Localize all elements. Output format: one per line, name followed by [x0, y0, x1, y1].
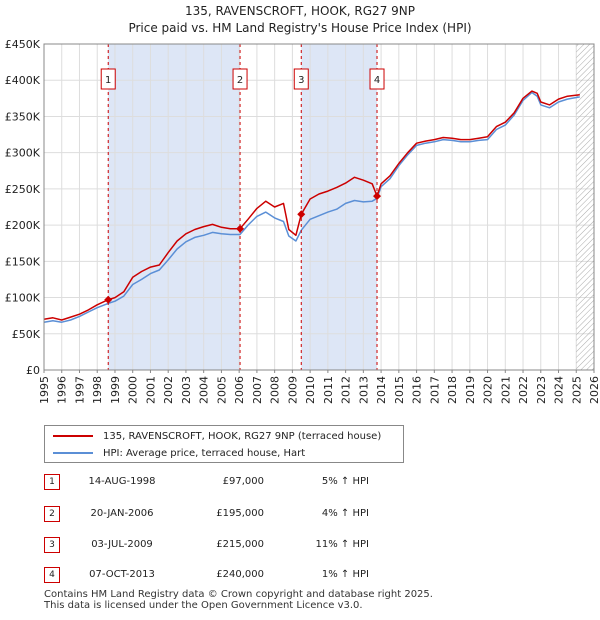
sale-point — [104, 295, 113, 304]
y-tick-label: £0 — [26, 364, 40, 377]
sale-row: 4 07-OCT-2013 £240,000 1% ↑ HPI — [44, 567, 464, 585]
y-tick-label: £150K — [5, 255, 41, 268]
sale-row: 3 03-JUL-2009 £215,000 11% ↑ HPI — [44, 537, 464, 555]
sale-label: 1 — [105, 75, 111, 86]
x-tick-label: 2023 — [535, 376, 548, 404]
sale-hpi-diff: 11% ↑ HPI — [315, 539, 369, 550]
x-tick-label: 2013 — [357, 376, 370, 404]
sale-number-badge: 3 — [44, 537, 60, 553]
footer-notice: Contains HM Land Registry data © Crown c… — [44, 589, 433, 611]
x-tick-label: 2003 — [180, 376, 193, 404]
x-tick-label: 2022 — [517, 376, 530, 404]
price-chart: 1 2 3 4 £0 £50K £100K £150K £200K £250K £300K £350… — [5, 38, 600, 404]
sale-price: £195,000 — [216, 508, 264, 519]
sale-label-box — [100, 68, 116, 90]
x-tick-label: 2007 — [251, 376, 264, 404]
x-tick-label: 2014 — [375, 376, 388, 404]
series-line-property — [43, 90, 580, 321]
y-tick-label: £300K — [5, 147, 41, 160]
sale-point — [373, 192, 382, 201]
x-tick-label: 2010 — [304, 376, 317, 404]
x-tick-label: 2009 — [286, 376, 299, 404]
x-tick-label: 2020 — [482, 376, 495, 404]
legend-item-property: 135, RAVENSCROFT, HOOK, RG27 9NP (terrac… — [45, 428, 381, 444]
sale-hpi-diff: 5% ↑ HPI — [321, 476, 369, 487]
chart-title-line1: 135, RAVENSCROFT, HOOK, RG27 9NP — [184, 4, 415, 18]
sale-hpi-diff: 4% ↑ HPI — [321, 508, 369, 519]
x-tick-label: 2015 — [393, 376, 406, 404]
x-tick-label: 1997 — [73, 376, 86, 404]
sale-label: 2 — [237, 75, 243, 86]
x-tick-label: 2018 — [446, 376, 459, 404]
x-tick-label: 2016 — [411, 376, 424, 404]
footer-copyright: Contains HM Land Registry data © Crown c… — [44, 589, 433, 600]
sale-date: 03-JUL-2009 — [91, 539, 153, 550]
sale-hpi-diff: 1% ↑ HPI — [321, 569, 369, 580]
future-hatch — [576, 44, 594, 370]
plot-frame — [43, 43, 595, 371]
sale-date: 14-AUG-1998 — [88, 476, 156, 487]
x-tick-label: 2026 — [588, 376, 600, 404]
chart-title-line2: Price paid vs. HM Land Registry's House … — [128, 21, 472, 35]
legend-item-hpi: HPI: Average price, terraced house, Hart — [45, 445, 305, 461]
sale-label-box — [232, 68, 248, 90]
x-tick-label: 2002 — [162, 376, 175, 404]
legend-label-property: 135, RAVENSCROFT, HOOK, RG27 9NP (terrac… — [103, 430, 382, 442]
x-tick-label: 1999 — [109, 376, 122, 404]
sale-row: 1 14-AUG-1998 £97,000 5% ↑ HPI — [44, 474, 464, 492]
shaded-period — [108, 44, 241, 370]
x-tick-label: 2006 — [233, 376, 246, 404]
series-line-hpi — [43, 91, 580, 323]
legend-swatch-hpi — [53, 452, 93, 454]
sale-date: 07-OCT-2013 — [89, 569, 155, 580]
legend-label-hpi: HPI: Average price, terraced house, Hart — [103, 447, 306, 459]
x-tick-label: 2012 — [340, 376, 353, 404]
x-tick-label: 2005 — [215, 376, 228, 404]
sale-number-badge: 4 — [44, 567, 60, 583]
x-tick-label: 2017 — [428, 376, 441, 404]
sale-point — [236, 224, 245, 233]
y-tick-label: £450K — [5, 38, 41, 51]
y-tick-label: £250K — [5, 183, 41, 196]
sale-price: £240,000 — [216, 569, 264, 580]
y-tick-label: £50K — [12, 328, 41, 341]
sale-price: £215,000 — [216, 539, 264, 550]
chart-legend: 135, RAVENSCROFT, HOOK, RG27 9NP (terrac… — [44, 425, 404, 463]
sale-number-badge: 1 — [44, 474, 60, 490]
x-tick-label: 2024 — [553, 376, 566, 404]
sale-label-box — [369, 68, 385, 90]
sale-label: 3 — [298, 75, 304, 86]
y-tick-label: £350K — [5, 110, 41, 123]
x-tick-label: 2001 — [144, 376, 157, 404]
sale-date: 20-JAN-2006 — [90, 508, 154, 519]
x-tick-label: 1998 — [91, 376, 104, 404]
y-tick-label: £200K — [5, 219, 41, 232]
x-tick-label: 2025 — [570, 376, 583, 404]
footer-licence: This data is licensed under the Open Gov… — [44, 600, 363, 611]
x-tick-label: 2008 — [269, 376, 282, 404]
y-tick-label: £400K — [5, 74, 41, 87]
sale-price: £97,000 — [222, 476, 264, 487]
x-tick-label: 1995 — [38, 376, 51, 404]
x-tick-label: 2021 — [499, 376, 512, 404]
x-tick-label: 2019 — [464, 376, 477, 404]
sale-row: 2 20-JAN-2006 £195,000 4% ↑ HPI — [44, 506, 464, 524]
x-tick-label: 2000 — [127, 376, 140, 404]
sale-label-box — [293, 68, 309, 90]
x-tick-label: 1996 — [56, 376, 69, 404]
sale-point — [297, 210, 306, 219]
x-tick-label: 2004 — [198, 376, 211, 404]
sale-label: 4 — [374, 75, 380, 86]
y-tick-label: £100K — [5, 292, 41, 305]
legend-swatch-property — [53, 435, 93, 437]
x-tick-label: 2011 — [322, 376, 335, 404]
sale-number-badge: 2 — [44, 506, 60, 522]
